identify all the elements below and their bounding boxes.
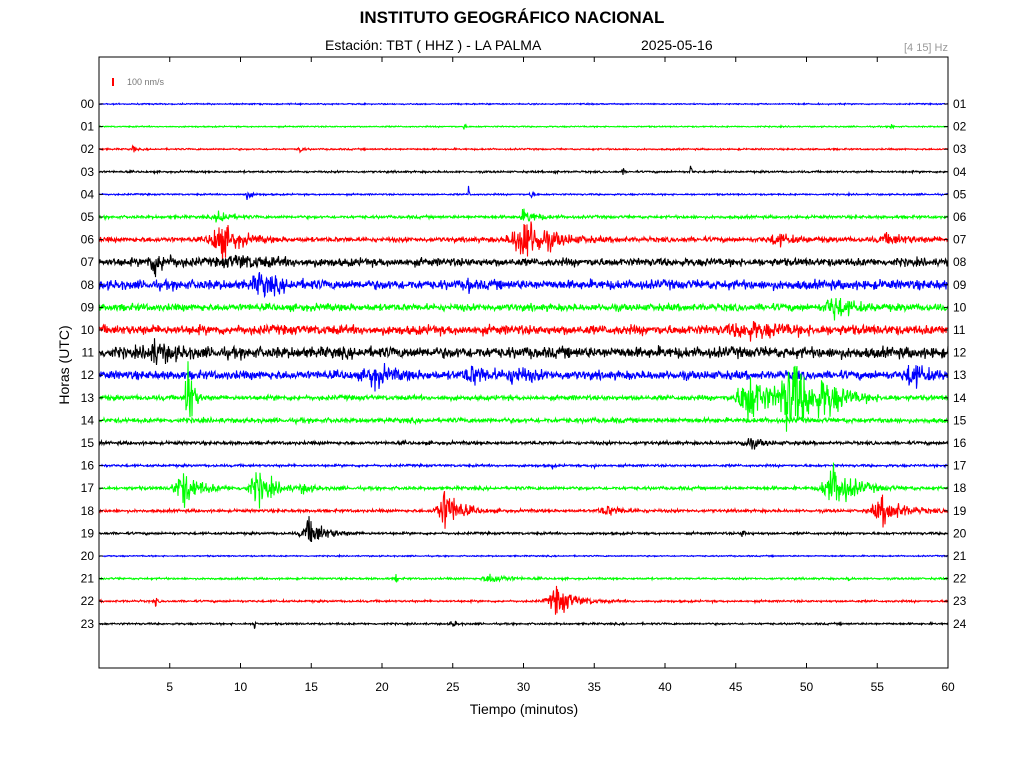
frequency-band-label: [4 15] Hz (903, 42, 948, 54)
hour-label-left: 21 (81, 572, 95, 586)
scale-label: 100 nm/s (127, 77, 165, 87)
hour-label-left: 15 (81, 436, 95, 450)
hour-label-right: 10 (953, 300, 967, 314)
hour-label-left: 08 (81, 278, 95, 292)
hour-label-right: 14 (953, 391, 967, 405)
hour-label-right: 02 (953, 120, 967, 134)
hour-label-right: 07 (953, 233, 967, 247)
trace-hour-23 (98, 620, 949, 629)
hour-label-left: 13 (81, 391, 95, 405)
hour-label-right: 15 (953, 413, 967, 427)
chart-title: INSTITUTO GEOGRÁFICO NACIONAL (359, 8, 665, 27)
hour-label-right: 11 (953, 323, 966, 337)
hour-label-right: 12 (953, 346, 967, 360)
hour-label-left: 07 (81, 255, 95, 269)
trace-hour-03 (98, 165, 949, 175)
hour-label-left: 19 (81, 526, 95, 540)
hour-label-left: 01 (81, 120, 95, 134)
x-tick-label: 20 (375, 680, 389, 694)
x-tick-label: 30 (517, 680, 531, 694)
hour-label-right: 20 (953, 526, 967, 540)
x-tick-label: 40 (658, 680, 672, 694)
trace-hour-04 (98, 185, 949, 200)
hour-label-left: 20 (81, 549, 95, 563)
traces-group (98, 101, 949, 629)
hour-label-right: 09 (953, 278, 967, 292)
x-tick-label: 60 (941, 680, 955, 694)
hour-label-right: 01 (953, 97, 967, 111)
hour-label-right: 18 (953, 481, 967, 495)
hour-label-left: 11 (82, 346, 95, 360)
hour-label-right: 21 (953, 549, 967, 563)
trace-hour-13 (98, 361, 948, 432)
hour-label-left: 06 (81, 233, 95, 247)
hour-label-left: 17 (81, 481, 95, 495)
x-tick-label: 45 (729, 680, 743, 694)
x-tick-label: 50 (800, 680, 814, 694)
hour-label-right: 17 (953, 459, 967, 473)
trace-hour-05 (98, 208, 949, 223)
hour-label-left: 05 (81, 210, 95, 224)
hour-label-right: 13 (953, 368, 967, 382)
label-group: 5 10 15 20 25 30 35 40 45 50 55 60 00 01 02 03 04 05 06 07 0… (81, 77, 967, 694)
date-label: 2025-05-16 (641, 37, 713, 53)
hour-label-right: 04 (953, 165, 967, 179)
hour-label-left: 03 (81, 165, 95, 179)
hour-label-right: 19 (953, 504, 967, 518)
trace-hour-22 (98, 585, 949, 615)
trace-hour-01 (98, 123, 949, 130)
trace-hour-12 (98, 362, 949, 392)
station-label: Estación: TBT ( HHZ ) - LA PALMA (325, 37, 542, 53)
x-tick-label: 35 (588, 680, 602, 694)
hour-label-right: 16 (953, 436, 967, 450)
trace-hour-02 (98, 144, 949, 154)
hour-label-right: 06 (953, 210, 967, 224)
x-tick-label: 10 (234, 680, 248, 694)
hour-label-right: 03 (953, 142, 967, 156)
hour-label-left: 14 (81, 413, 95, 427)
hour-label-right: 23 (953, 594, 967, 608)
x-tick-label: 15 (305, 680, 319, 694)
trace-hour-11 (98, 338, 949, 366)
hour-label-left: 22 (81, 594, 95, 608)
hour-label-left: 12 (81, 368, 95, 382)
trace-hour-14 (98, 415, 949, 426)
trace-hour-09 (98, 297, 949, 321)
hour-label-left: 04 (81, 187, 95, 201)
hour-label-left: 00 (81, 97, 95, 111)
hour-label-left: 23 (81, 617, 95, 631)
tick-group (99, 57, 949, 668)
trace-hour-06 (98, 221, 949, 264)
hour-label-left: 09 (81, 300, 95, 314)
x-tick-label: 55 (871, 680, 885, 694)
trace-hour-08 (98, 272, 949, 299)
x-axis-label: Tiempo (minutos) (469, 701, 579, 717)
trace-hour-16 (98, 462, 948, 470)
trace-hour-10 (98, 320, 949, 342)
trace-hour-18 (98, 490, 949, 529)
x-tick-label: 5 (166, 680, 173, 694)
hour-label-left: 16 (81, 459, 95, 473)
trace-hour-15 (98, 438, 949, 450)
hour-label-left: 18 (81, 504, 95, 518)
trace-hour-21 (98, 573, 949, 583)
trace-hour-17 (98, 462, 949, 509)
hour-label-right: 05 (953, 187, 967, 201)
trace-hour-07 (98, 254, 949, 278)
hour-label-left: 02 (81, 142, 95, 156)
hour-label-right: 22 (953, 572, 967, 586)
trace-hour-00 (98, 101, 949, 107)
hour-label-right: 24 (953, 617, 967, 631)
trace-hour-19 (98, 516, 949, 543)
hour-label-right: 08 (953, 255, 967, 269)
x-tick-label: 25 (446, 680, 460, 694)
hour-label-left: 10 (81, 323, 95, 337)
trace-hour-20 (98, 553, 949, 559)
